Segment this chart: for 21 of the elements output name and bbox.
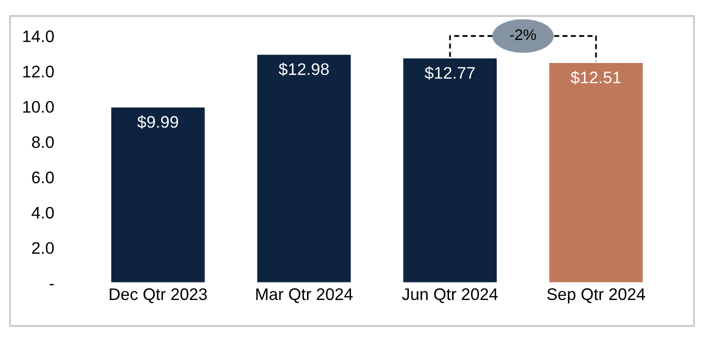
bar xyxy=(110,106,206,283)
data-label: $12.98 xyxy=(278,62,329,76)
y-tick-label: 6.0 xyxy=(32,172,54,184)
data-label: $12.51 xyxy=(570,70,621,84)
bar xyxy=(548,62,644,283)
x-tick-label: Mar Qtr 2024 xyxy=(256,288,353,304)
y-tick-label: 8.0 xyxy=(32,136,54,148)
y-tick-label: 2.0 xyxy=(32,242,54,254)
x-tick-label: Dec Qtr 2023 xyxy=(110,288,207,304)
y-tick-label: 10.0 xyxy=(23,100,54,113)
bar xyxy=(256,53,352,283)
bar xyxy=(402,57,498,283)
y-tick-label: 4.0 xyxy=(32,206,54,219)
data-label: $12.77 xyxy=(424,66,475,80)
y-tick-label: 14.0 xyxy=(23,30,54,42)
x-tick-label: Sep Qtr 2024 xyxy=(547,288,646,304)
y-tick-label: - xyxy=(50,284,54,286)
annotation: -2% xyxy=(510,29,536,40)
x-tick-label: Jun Qtr 2024 xyxy=(402,288,498,304)
y-tick-label: 12.0 xyxy=(23,66,54,78)
data-label: $9.99 xyxy=(137,115,178,129)
